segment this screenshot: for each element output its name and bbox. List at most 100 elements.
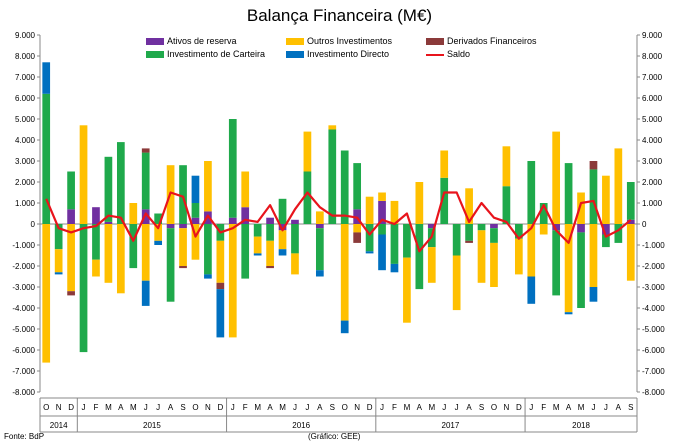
y-tick-label-right: -7.000: [642, 367, 665, 376]
x-tick-label-month: S: [330, 403, 335, 412]
x-tick-label-month: A: [616, 403, 622, 412]
bar-outros-investimentos: [278, 230, 287, 250]
bar-investimento-de-carteira: [204, 224, 212, 275]
x-tick-label-month: J: [305, 403, 309, 412]
bar-ativos-de-reserva: [577, 224, 585, 233]
bar-ativos-de-reserva: [92, 207, 100, 224]
bar-outros-investimentos: [589, 224, 598, 287]
bar-outros-investimentos: [365, 196, 374, 224]
bar-outros-investimentos: [452, 255, 461, 311]
bar-ativos-de-reserva: [266, 217, 274, 224]
bar-investimento-directo: [564, 312, 573, 315]
legend-label: Saldo: [447, 49, 471, 59]
y-tick-label-right: -4.000: [642, 304, 665, 313]
y-tick-label-left: -7.000: [12, 367, 35, 376]
bar-investimento-de-carteira: [129, 224, 138, 269]
bar-outros-investimentos: [427, 247, 436, 283]
x-tick-label-month: D: [68, 403, 74, 412]
legend-swatch: [426, 38, 444, 46]
y-tick-label-right: 1.000: [642, 199, 663, 208]
bar-investimento-de-carteira: [340, 150, 349, 224]
bar-investimento-directo: [216, 289, 225, 338]
bar-outros-investimentos: [539, 224, 548, 235]
bar-investimento-de-carteira: [465, 224, 473, 241]
x-tick-label-month: M: [105, 403, 112, 412]
bar-outros-investimentos: [328, 125, 337, 130]
bar-outros-investimentos: [303, 131, 312, 172]
bar-investimento-directo: [378, 234, 386, 271]
bar-investimento-de-carteira: [365, 224, 374, 252]
bar-ativos-de-reserva: [602, 224, 610, 235]
x-tick-label-month: M: [553, 403, 560, 412]
bar-investimento-de-carteira: [116, 142, 125, 224]
x-tick-label-month: F: [243, 403, 248, 412]
y-tick-label-left: 0: [31, 220, 36, 229]
bar-outros-investimentos: [116, 224, 125, 294]
x-tick-label-month: J: [442, 403, 446, 412]
bar-investimento-de-carteira: [490, 228, 498, 243]
bar-outros-investimentos: [141, 224, 150, 281]
bars: [42, 62, 635, 363]
y-tick-label-right: 4.000: [642, 136, 663, 145]
y-tick-label-right: 9.000: [642, 31, 663, 40]
bar-ativos-de-reserva: [291, 219, 299, 224]
bar-investimento-de-carteira: [552, 230, 561, 296]
bar-investimento-de-carteira: [614, 224, 623, 243]
bar-investimento-directo: [154, 240, 163, 245]
bar-outros-investimentos: [577, 192, 585, 224]
legend-investimento-directo: Investimento Directo: [286, 49, 389, 59]
bar-investimento-de-carteira: [141, 152, 150, 210]
bar-investimento-de-carteira: [278, 198, 287, 224]
bar-outros-investimentos: [415, 182, 424, 224]
bar-outros-investimentos: [564, 224, 573, 313]
y-tick-label-left: 6.000: [15, 94, 36, 103]
y-tick-label-right: -2.000: [642, 262, 665, 271]
bar-derivados-financeiros: [141, 148, 150, 153]
x-tick-label-month: M: [404, 403, 411, 412]
bar-outros-investimentos: [403, 257, 411, 323]
y-tick-label-left: -5.000: [12, 325, 35, 334]
x-tick-label-month: O: [43, 403, 49, 412]
x-tick-label-year: 2018: [572, 421, 590, 430]
bar-ativos-de-reserva: [552, 224, 561, 231]
bar-investimento-de-carteira: [228, 119, 237, 218]
x-tick-label-month: F: [541, 403, 546, 412]
x-tick-label-month: S: [180, 403, 185, 412]
bar-derivados-financeiros: [179, 266, 187, 269]
axes: [37, 34, 640, 433]
bar-investimento-directo: [141, 280, 150, 306]
bar-outros-investimentos: [602, 175, 610, 224]
bar-investimento-de-carteira: [602, 234, 610, 248]
x-tick-label-month: D: [516, 403, 522, 412]
bar-outros-investimentos: [340, 224, 349, 321]
bar-ativos-de-reserva: [490, 224, 498, 229]
bar-investimento-de-carteira: [415, 224, 424, 290]
x-tick-label-month: J: [380, 403, 384, 412]
y-tick-label-right: 2.000: [642, 178, 663, 187]
legend-saldo: Saldo: [426, 49, 470, 59]
bar-investimento-de-carteira: [353, 163, 362, 210]
bar-derivados-financeiros: [353, 232, 362, 243]
x-tick-label-month: N: [56, 403, 62, 412]
x-tick-label-month: N: [205, 403, 211, 412]
x-tick-label-month: D: [367, 403, 373, 412]
x-tick-label-month: O: [342, 403, 348, 412]
x-tick-label-month: J: [82, 403, 86, 412]
bar-outros-investimentos: [92, 259, 100, 277]
bar-outros-investimentos: [626, 224, 635, 281]
legend-label: Ativos de reserva: [167, 36, 237, 46]
bar-investimento-de-carteira: [303, 171, 312, 224]
x-tick-label-month: A: [168, 403, 174, 412]
bar-investimento-directo: [527, 276, 536, 304]
bar-outros-investimentos: [465, 188, 473, 224]
bar-investimento-directo: [191, 175, 200, 203]
y-tick-label-left: 9.000: [15, 31, 36, 40]
legend-outros-investimentos: Outros Investimentos: [286, 36, 392, 46]
legend-swatch: [286, 51, 304, 59]
y-tick-label-right: 7.000: [642, 73, 663, 82]
bar-investimento-de-carteira: [166, 228, 175, 302]
x-tick-label-month: J: [455, 403, 459, 412]
bar-derivados-financeiros: [465, 240, 473, 243]
y-tick-label-right: -3.000: [642, 283, 665, 292]
